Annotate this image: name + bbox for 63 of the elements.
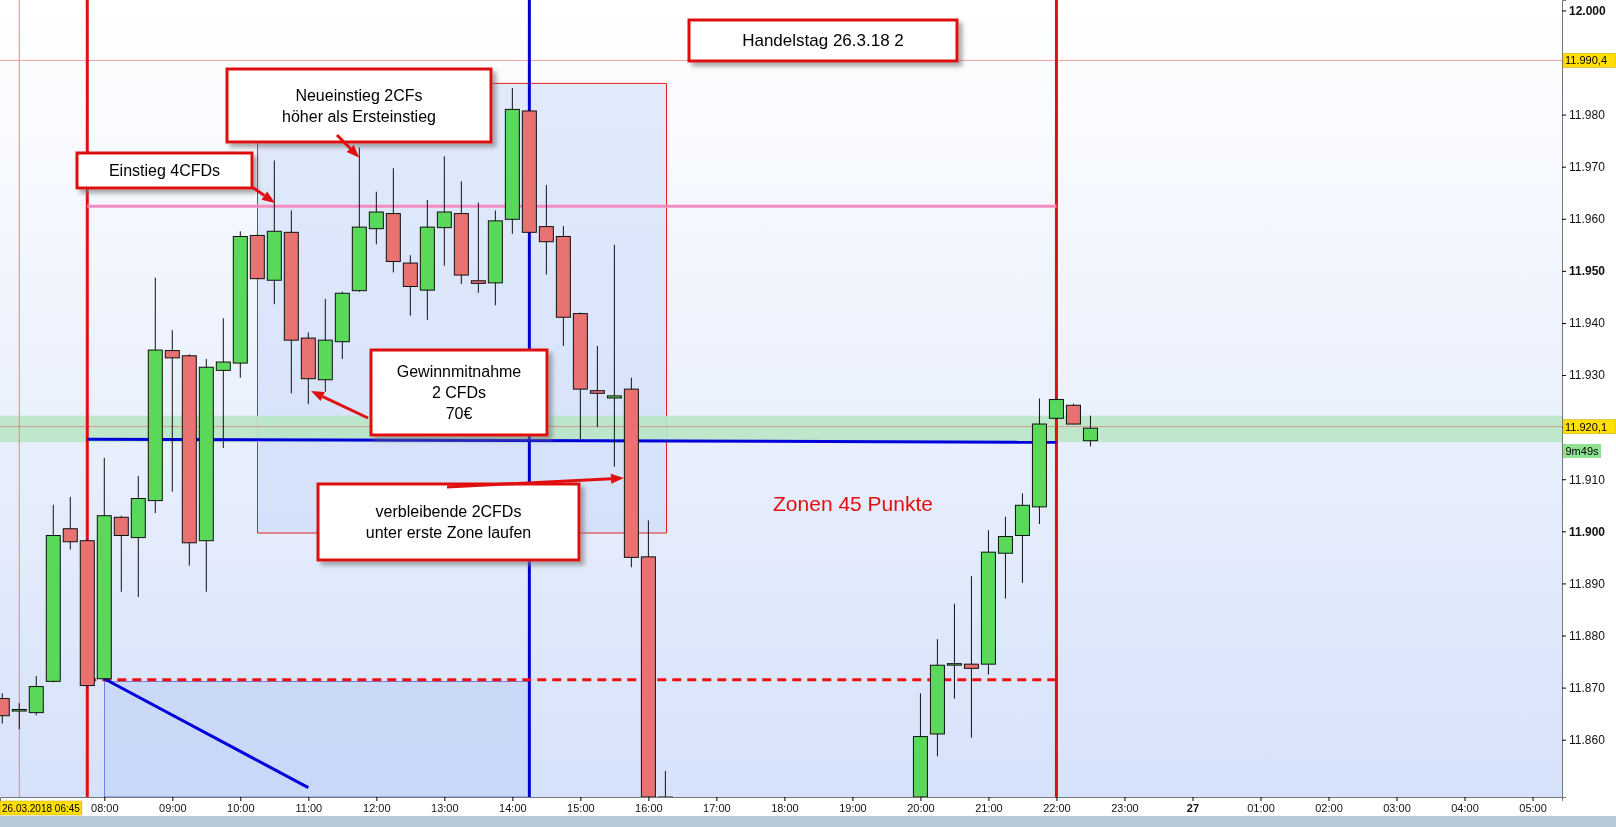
annotation: Einstieg 4CFDs: [108, 162, 221, 180]
annotation: Gewinnmitnahme 2 CFDs 70€: [396, 363, 522, 422]
x-tick-label: 22:00: [1043, 801, 1071, 814]
text: Handelstag 26.3.18 2: [742, 30, 904, 50]
y-tick-label: 12.000: [1569, 3, 1607, 18]
ref-line-label: 11.990,4: [1565, 54, 1608, 67]
candlestick: [589, 345, 605, 428]
candlestick: [11, 702, 27, 730]
text: 9m49s: [1565, 444, 1599, 457]
x-tick-label: 15:00: [567, 801, 595, 814]
y-tick-label: 11.970: [1569, 160, 1606, 175]
x-tick-label: 05:00: [1519, 801, 1547, 814]
y-tick-label: 11.960: [1569, 212, 1606, 227]
candlestick: [402, 254, 418, 317]
y-tick-label: 11.950: [1569, 264, 1606, 279]
ref-line-label: 26.03.2018 06:45: [2, 803, 81, 814]
candlestick: [1082, 415, 1098, 447]
x-tick-label: 10:00: [227, 801, 255, 814]
candlestick: [997, 516, 1013, 600]
x-tick-label: 18:00: [771, 801, 799, 814]
y-tick-label: 11.860: [1569, 733, 1606, 748]
candlestick: [470, 202, 486, 294]
candlestick: [215, 317, 231, 449]
y-tick-label: 11.910: [1569, 472, 1606, 487]
y-tick-label: 11.980: [1569, 107, 1606, 122]
y-tick-label: 11.870: [1569, 680, 1606, 695]
candlestick: [368, 191, 384, 245]
x-tick-label: 19:00: [839, 801, 867, 814]
x-tick-label: 27: [1186, 801, 1200, 814]
y-tick-label: 11.880: [1569, 628, 1606, 643]
x-tick-label: 17:00: [703, 801, 731, 814]
annotation: verbleibende 2CFDs unter erste Zone laufen: [365, 503, 532, 541]
annotation: Zonen 45 Punkte: [773, 492, 933, 516]
x-tick-label: 16:00: [635, 801, 663, 814]
x-tick-label: 08:00: [91, 801, 119, 814]
x-tick-label: 13:00: [431, 801, 459, 814]
y-tick-label: 11.900: [1569, 524, 1606, 539]
candlestick: [1065, 403, 1081, 426]
annotation: Neueinstieg 2CFs höher als Ersteinstieg: [282, 86, 436, 125]
candlestick: [606, 244, 622, 468]
x-tick-label: 09:00: [159, 801, 187, 814]
x-tick-label: 03:00: [1383, 801, 1411, 814]
candlestick: [113, 515, 129, 593]
candlestick: [436, 155, 452, 267]
x-tick-label: 20:00: [907, 801, 935, 814]
x-tick-label: 23:00: [1111, 801, 1139, 814]
x-tick-label: 11:00: [295, 801, 323, 814]
y-tick-label: 11.930: [1569, 368, 1606, 383]
x-tick-label: 01:00: [1247, 801, 1275, 814]
candlestick: [946, 603, 962, 700]
x-tick-label: 02:00: [1315, 801, 1343, 814]
x-tick-label: 14:00: [499, 801, 527, 814]
y-tick-label: 11.890: [1569, 576, 1606, 591]
x-tick-label: 04:00: [1451, 801, 1479, 814]
candlestick: [963, 575, 979, 739]
candlestick: [62, 496, 78, 551]
candlestick: [657, 770, 673, 797]
candlestick: [538, 184, 554, 276]
candlestick: [164, 329, 180, 493]
y-tick-label: 11.940: [1569, 316, 1606, 331]
ref-line-label: 11.920,1: [1565, 420, 1608, 433]
x-tick-label: 12:00: [363, 801, 391, 814]
x-tick-label: 21:00: [975, 801, 1003, 814]
